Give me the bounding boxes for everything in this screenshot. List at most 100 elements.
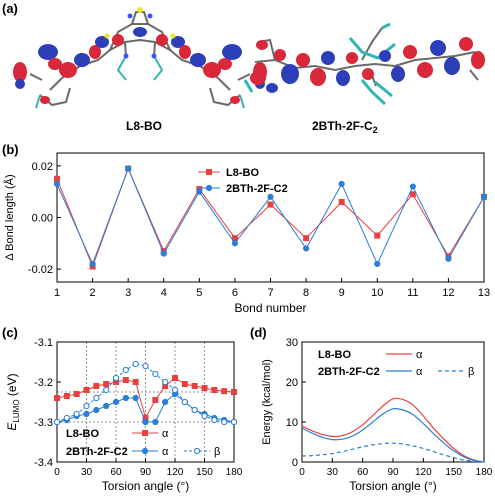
chart-b-ytick-label: 0.00 (32, 213, 53, 225)
chart-c-point-2 (201, 412, 208, 420)
chart-c-xtick-label: 0 (54, 467, 60, 478)
chart-c-point-0 (54, 395, 60, 401)
chart-b-xtick-label: 6 (232, 287, 238, 299)
chart-b-frame (56, 152, 485, 283)
chart-c-point-1 (112, 398, 120, 406)
chart-c-point-2 (103, 386, 110, 394)
chart-c-point-0 (152, 397, 159, 403)
chart-b-xtick-label: 11 (407, 287, 418, 299)
chart-c-legend-marker (142, 430, 148, 436)
chart-b-point-2bth (302, 245, 310, 252)
chart-b-point-l8bo (303, 235, 310, 242)
chart-c-point-1 (132, 394, 139, 402)
chart-d-line-0 (301, 397, 485, 463)
chart-c-point-0 (93, 383, 100, 389)
chart-b-point-2bth (196, 188, 203, 195)
chart-d-xtick-label: 0 (299, 467, 305, 478)
panel-c-label: (c) (2, 325, 18, 340)
chart-c-point-2 (112, 374, 120, 382)
chart-d-line-2 (301, 442, 485, 463)
chart-d-ytick-label: 10 (286, 417, 298, 429)
chart-d-xtick-label: 30 (327, 467, 339, 478)
chart-c-point-2 (191, 406, 198, 414)
chart-c-point-1 (103, 402, 110, 410)
chart-d-ylabel: Energy (kcal/mol) (261, 359, 273, 445)
chart-d-line-1 (301, 407, 485, 463)
chart-d-legend-alpha: α (416, 366, 423, 378)
chart-b-xtick-label: 5 (196, 287, 202, 299)
chart-b-xtick-label: 9 (339, 287, 345, 299)
l8-bo-sulfur-atoms (104, 7, 176, 39)
chart-b-point-2bth (409, 183, 416, 190)
2bth-orbital-lobes (250, 37, 485, 93)
chart-c-ytick-label: -3.1 (34, 337, 53, 349)
chart-c-point-1 (152, 418, 159, 426)
chart-c-point-0 (191, 383, 198, 389)
chart-b-xtick-label: 10 (371, 287, 383, 299)
chart-c-point-1 (162, 398, 169, 406)
chart-d-ytick-label: 20 (286, 377, 298, 389)
chart-c-point-2 (162, 378, 169, 386)
chart-c-point-2 (181, 398, 188, 406)
chart-b-point-2bth (338, 180, 345, 188)
chart-d-xtick-label: 60 (357, 467, 369, 478)
chart-b-point-l8bo (338, 199, 345, 206)
chart-b-legend-label-2bth: 2BTh-2F-C2 (226, 183, 288, 195)
l8-bo-side-chains (35, 57, 245, 109)
chart-c-legend-beta: β (214, 446, 220, 458)
chart-b-xtick-label: 8 (303, 287, 309, 299)
chart-c-point-1 (93, 406, 100, 414)
chart-c-legend-marker (193, 447, 201, 455)
l8-bo-orbital-lobes (13, 27, 267, 104)
chart-c-xtick-label: 150 (196, 467, 213, 478)
chart-b-point-2bth (374, 260, 381, 268)
chart-c-point-2 (53, 418, 61, 426)
chart-c-ylabel: ELUMO (eV) (5, 373, 21, 430)
panel-d-label: (d) (250, 325, 267, 340)
chart-c-point-2 (211, 416, 218, 424)
chart-b-point-l8bo (231, 235, 238, 242)
chart-c-xlabel: Torsion angle (°) (102, 479, 190, 493)
chart-c-xtick-label: 30 (81, 467, 93, 478)
chart-d-ytick-label: 30 (286, 337, 298, 349)
chart-c-point-2 (142, 362, 149, 370)
chart-c-point-2 (73, 410, 80, 418)
l8-bo-skeleton (29, 11, 251, 107)
chart-c-point-2 (122, 366, 129, 374)
chart-b-xtick-label: 12 (442, 287, 454, 299)
chart-c-point-2 (132, 360, 139, 368)
chart-b-point-l8bo (409, 191, 416, 198)
chart-b-point-2bth (89, 260, 96, 268)
chart-c-point-1 (142, 418, 149, 426)
chart-b-point-l8bo (267, 201, 274, 208)
chart-c-ytick-label: -3.3 (34, 417, 53, 429)
chart-c-point-0 (221, 388, 228, 395)
chart-c-legend-name-l8bo: L8-BO (66, 428, 99, 440)
chart-c-ytick-label: -3.2 (34, 377, 53, 389)
chart-b-point-2bth (160, 250, 167, 257)
chart-b-point-2bth (445, 255, 452, 262)
chart-c-xtick-label: 90 (140, 467, 152, 478)
chart-c-point-0 (83, 387, 90, 393)
chart-c-point-2 (83, 402, 90, 410)
chart-c-legend-name-2bth: 2BTh-2F-C2 (66, 446, 128, 458)
chart-d-legend-beta: β (468, 366, 474, 378)
2bth-molecule-image (243, 22, 485, 106)
chart-d-xtick-label: 90 (387, 467, 399, 478)
chart-c-point-0 (211, 387, 218, 393)
chart-b-xtick-label: 3 (125, 287, 131, 299)
chart-c-xtick-label: 120 (167, 467, 184, 478)
chart-b-legend-marker (206, 169, 212, 175)
l8-bo-nitrogen-atoms (123, 13, 157, 59)
chart-c-point-2 (63, 414, 70, 422)
chart-c-point-0 (181, 381, 188, 387)
chart-d-xtick-label: 180 (476, 467, 493, 478)
chart-d-energy: 0 30 60 90 120 150 180 0 10 20 30 Torsion angle (°)… (261, 337, 493, 493)
chart-c-point-1 (83, 410, 90, 418)
chart-b-point-l8bo (54, 175, 60, 182)
chart-c-legend-alpha: α (162, 428, 169, 440)
chart-c-point-2 (93, 394, 100, 402)
chart-b-point-2bth (231, 240, 239, 247)
